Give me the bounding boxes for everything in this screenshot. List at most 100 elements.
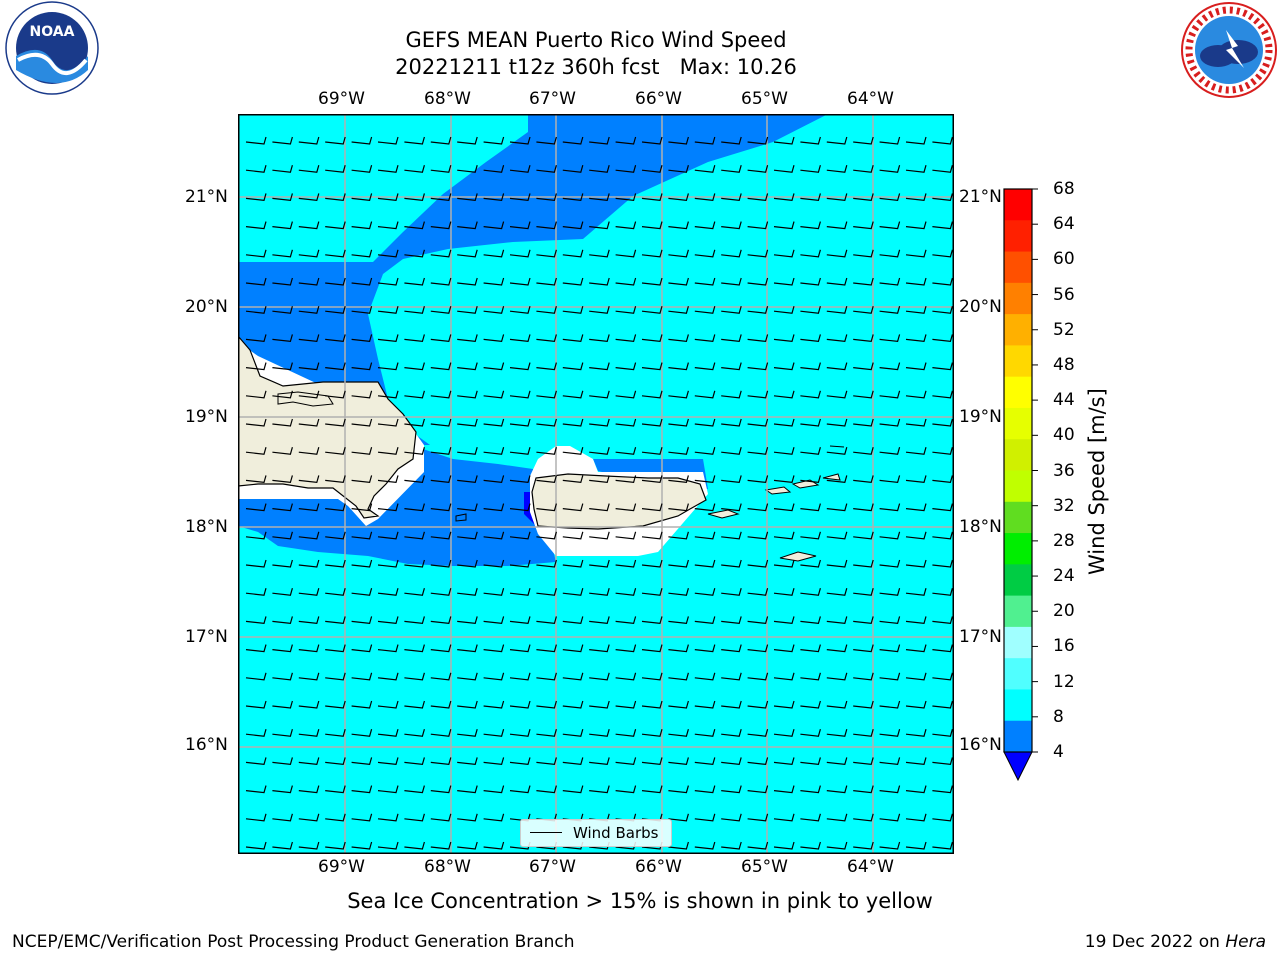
wind-barb	[800, 616, 821, 625]
wind-barb	[272, 136, 293, 145]
wind-barb	[298, 503, 320, 512]
colorbar-tick-label: 8	[1053, 706, 1064, 727]
wind-barb	[800, 221, 821, 230]
wind-barb	[404, 221, 425, 230]
wind-barb	[457, 193, 478, 202]
wind-barb	[509, 193, 531, 202]
wind-barb	[747, 136, 769, 145]
wind-barb	[272, 672, 293, 681]
colorbar-tick-label: 36	[1053, 460, 1075, 481]
wind-barb	[641, 616, 663, 625]
wind-barb	[404, 165, 425, 173]
wind-barb	[905, 249, 927, 258]
wind-barb	[430, 306, 452, 314]
wind-barb	[351, 531, 373, 540]
colorbar-tick-label: 24	[1053, 566, 1075, 587]
colorbar-tick-label: 60	[1053, 249, 1075, 270]
wind-barb	[668, 841, 689, 850]
wind-barb	[773, 136, 795, 145]
wind-barb	[879, 785, 901, 794]
wind-barb	[377, 334, 399, 343]
wind-barb	[377, 588, 399, 596]
lon-label-bottom: 68°W	[424, 857, 471, 877]
wind-barb	[325, 616, 346, 625]
wind-barb	[879, 644, 901, 653]
wind-barb	[483, 277, 505, 286]
wind-barb	[721, 644, 742, 653]
wind-barb	[483, 221, 505, 230]
wind-barb	[457, 813, 478, 822]
wind-barb	[536, 588, 557, 596]
wind-barb	[351, 644, 373, 653]
wind-barb	[351, 390, 373, 399]
wind-barb	[457, 390, 478, 399]
wind-barb	[747, 588, 769, 596]
wind-barb	[747, 503, 769, 512]
wind-barb	[932, 221, 953, 230]
wind-barb	[747, 672, 769, 681]
wind-barb	[641, 644, 663, 653]
wind-barb	[272, 616, 293, 625]
wind-barb	[536, 644, 557, 653]
wind-barb	[800, 588, 821, 596]
wind-barb	[245, 136, 267, 145]
wind-barb	[668, 672, 689, 681]
wind-barb	[773, 503, 795, 512]
wind-barb	[457, 306, 478, 314]
wind-barb	[747, 221, 769, 230]
wind-barb	[932, 418, 953, 427]
wind-barb	[272, 475, 293, 484]
wind-barb	[826, 334, 848, 343]
wind-barb	[377, 503, 399, 512]
wind-barb	[879, 813, 901, 822]
wind-barb	[589, 503, 610, 512]
wind-barb	[668, 334, 689, 343]
wind-barb	[404, 447, 425, 455]
wind-barb	[377, 390, 399, 399]
wind-barb	[905, 277, 927, 286]
lon-label-bottom: 66°W	[635, 857, 682, 877]
wind-barb	[773, 221, 795, 230]
wind-barb	[615, 221, 637, 230]
wind-barb	[853, 813, 874, 822]
wind-barb	[747, 841, 769, 850]
wind-barb	[536, 729, 557, 737]
wind-barb	[536, 277, 557, 286]
colorbar-band	[1004, 595, 1032, 628]
wind-barb	[694, 334, 716, 343]
wind-barb	[430, 193, 452, 202]
wind-barb	[298, 729, 320, 737]
wind-barb	[747, 277, 769, 286]
colorbar-band	[1004, 189, 1032, 221]
wind-barb	[932, 531, 953, 540]
wind-barb	[457, 503, 478, 512]
wind-barb	[747, 616, 769, 625]
wind-barb	[641, 334, 663, 343]
colorbar-tick-label: 12	[1053, 671, 1075, 692]
wind-barb	[509, 559, 531, 568]
wind-barb	[272, 221, 293, 230]
wind-barb	[589, 447, 610, 455]
wind-barb	[351, 306, 373, 314]
wind-barb	[562, 757, 584, 766]
wind-barb	[245, 221, 267, 230]
wind-barb	[589, 757, 610, 766]
wind-barb	[905, 616, 927, 625]
wind-barb	[879, 193, 901, 202]
wind-barb	[377, 813, 399, 822]
colorbar-tick-label: 56	[1053, 284, 1075, 305]
hispaniola-land	[238, 335, 417, 519]
wind-barb	[245, 644, 267, 653]
wind-barb	[721, 813, 742, 822]
wind-barb	[589, 390, 610, 399]
wind-barb	[800, 757, 821, 766]
wind-barb	[536, 249, 557, 258]
colorbar-tick-label: 16	[1053, 636, 1075, 657]
wind-barb	[325, 306, 346, 314]
wind-barb	[721, 588, 742, 596]
wind-barb	[351, 841, 373, 850]
wind-barb	[668, 503, 689, 512]
wind-barb	[509, 165, 531, 173]
wind-barb	[905, 644, 927, 653]
wind-barb	[747, 249, 769, 258]
